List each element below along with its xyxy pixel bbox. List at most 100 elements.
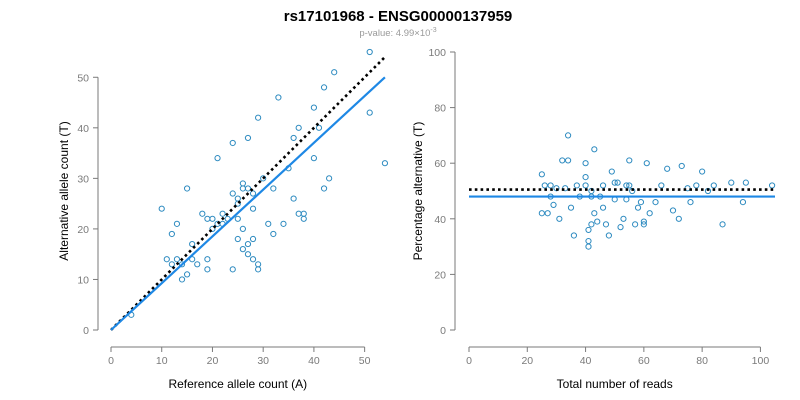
data-point (234, 195, 241, 202)
data-point (249, 205, 257, 212)
data-point (310, 155, 318, 162)
data-point (244, 240, 252, 248)
data-point (239, 185, 246, 192)
data-point (229, 190, 236, 197)
data-point (742, 179, 749, 186)
data-point (204, 256, 211, 263)
data-point (178, 276, 186, 283)
data-point (194, 261, 201, 268)
data-point (582, 174, 589, 181)
data-point (687, 199, 694, 206)
data-point (728, 179, 735, 186)
data-point (280, 220, 287, 227)
data-point (675, 215, 682, 222)
x-tick-label: 30 (257, 355, 269, 367)
y-axis-label: Percentage alternative (T) (411, 122, 425, 261)
y-tick-label: 20 (77, 224, 89, 236)
chart-title: rs17101968 - ENSG00000137959 (284, 8, 513, 25)
data-point (260, 175, 267, 182)
x-tick-label: 0 (108, 355, 114, 367)
data-point (678, 162, 685, 170)
data-point (646, 210, 653, 217)
data-point (591, 210, 598, 217)
data-point (320, 185, 328, 192)
data-point (290, 195, 297, 202)
x-tick-label: 0 (466, 355, 472, 367)
data-point (255, 261, 262, 268)
y-tick-label: 50 (77, 72, 89, 84)
data-point (623, 182, 630, 189)
data-point (582, 182, 589, 189)
data-point (300, 210, 307, 217)
data-point (168, 261, 175, 268)
data-point (684, 185, 691, 192)
y-tick-label: 20 (434, 269, 446, 281)
data-point (614, 179, 621, 186)
data-point (310, 104, 318, 111)
data-point (556, 215, 563, 222)
data-point (199, 210, 206, 217)
data-point (608, 168, 615, 175)
data-point (320, 84, 328, 91)
data-point (229, 266, 236, 273)
data-point (244, 185, 252, 192)
data-point (209, 225, 216, 233)
data-point (295, 210, 302, 217)
data-point (204, 266, 211, 273)
data-point (550, 201, 557, 208)
p-value-exponent: -3 (430, 27, 436, 34)
p-value-subtitle: p-value: 4.99×10-3 (359, 27, 436, 39)
allele-count-plot: 0 10 20 30 40 50 0 10 20 30 40 50 Reference allele c… (57, 48, 389, 391)
data-point (585, 226, 592, 234)
data-point (381, 160, 389, 167)
data-point (547, 182, 554, 189)
x-tick-label: 80 (696, 355, 708, 367)
data-point (739, 199, 747, 206)
data-point (189, 256, 196, 263)
x-tick-label: 20 (207, 355, 219, 367)
data-point (617, 224, 624, 231)
data-point (652, 199, 659, 206)
y-axis-label: Alternative allele count (T) (57, 121, 71, 260)
data-point (249, 190, 257, 197)
data-point (290, 134, 297, 142)
x-tick-label: 100 (752, 355, 770, 367)
data-point (255, 114, 262, 121)
y-tick-label: 0 (83, 325, 89, 337)
data-point (602, 221, 610, 228)
data-point (559, 157, 566, 164)
data-point (626, 182, 633, 189)
data-point (331, 69, 338, 76)
data-point (632, 221, 639, 228)
data-point (562, 185, 569, 192)
data-point (599, 182, 607, 189)
data-point (239, 225, 246, 233)
data-point (620, 215, 627, 222)
y-tick-label: 40 (77, 123, 89, 135)
data-point (585, 243, 592, 250)
data-point (178, 261, 186, 268)
data-point (588, 221, 595, 228)
x-tick-label: 40 (580, 355, 592, 367)
data-point (541, 182, 548, 189)
data-point (239, 180, 246, 187)
data-point (295, 124, 302, 131)
data-point (611, 179, 618, 186)
data-point (300, 215, 307, 222)
data-point (693, 182, 700, 189)
data-point (239, 246, 246, 253)
data-point (168, 230, 175, 238)
data-point (244, 251, 252, 258)
y-tick-label: 60 (434, 158, 446, 170)
x-tick-label: 50 (359, 355, 371, 367)
data-point (567, 204, 575, 211)
data-point (163, 256, 170, 263)
data-point (544, 210, 551, 217)
data-point (326, 175, 333, 182)
data-point (244, 134, 252, 142)
data-point (173, 256, 181, 263)
data-point (643, 160, 650, 167)
data-point (664, 165, 671, 172)
data-point (605, 232, 612, 239)
